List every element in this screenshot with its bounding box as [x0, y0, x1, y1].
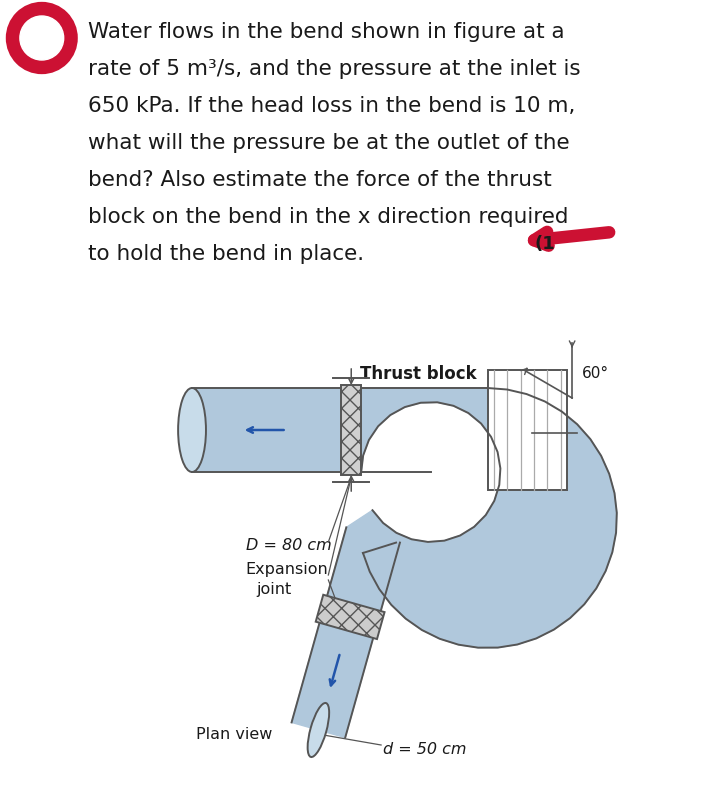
Text: bend? Also estimate the force of the thrust: bend? Also estimate the force of the thr…: [88, 170, 551, 190]
Bar: [342, 385, 361, 475]
Bar: [192, 388, 342, 472]
Ellipse shape: [178, 388, 206, 472]
Text: block on the bend in the x direction required: block on the bend in the x direction req…: [88, 207, 568, 227]
Text: d = 50 cm: d = 50 cm: [383, 742, 467, 757]
Text: (1: (1: [534, 235, 555, 253]
Text: rate of 5 m³/s, and the pressure at the inlet is: rate of 5 m³/s, and the pressure at the …: [88, 59, 580, 79]
Circle shape: [20, 16, 64, 60]
Text: what will the pressure be at the outlet of the: what will the pressure be at the outlet …: [88, 133, 569, 153]
Text: D = 80 cm: D = 80 cm: [246, 538, 331, 553]
Text: joint: joint: [257, 582, 292, 597]
Bar: [487, 370, 567, 490]
Text: Thrust block: Thrust block: [360, 365, 476, 383]
Text: to hold the bend in place.: to hold the bend in place.: [88, 244, 364, 264]
Text: 650 kPa. If the head loss in the bend is 10 m,: 650 kPa. If the head loss in the bend is…: [88, 96, 575, 116]
Ellipse shape: [308, 703, 329, 757]
Text: 60°: 60°: [582, 366, 609, 381]
Text: Water flows in the bend shown in figure at a: Water flows in the bend shown in figure …: [88, 22, 564, 42]
Text: Expansion: Expansion: [246, 562, 329, 577]
Polygon shape: [316, 594, 385, 639]
Text: Plan view: Plan view: [196, 727, 273, 742]
Polygon shape: [292, 388, 617, 738]
Circle shape: [10, 6, 73, 70]
